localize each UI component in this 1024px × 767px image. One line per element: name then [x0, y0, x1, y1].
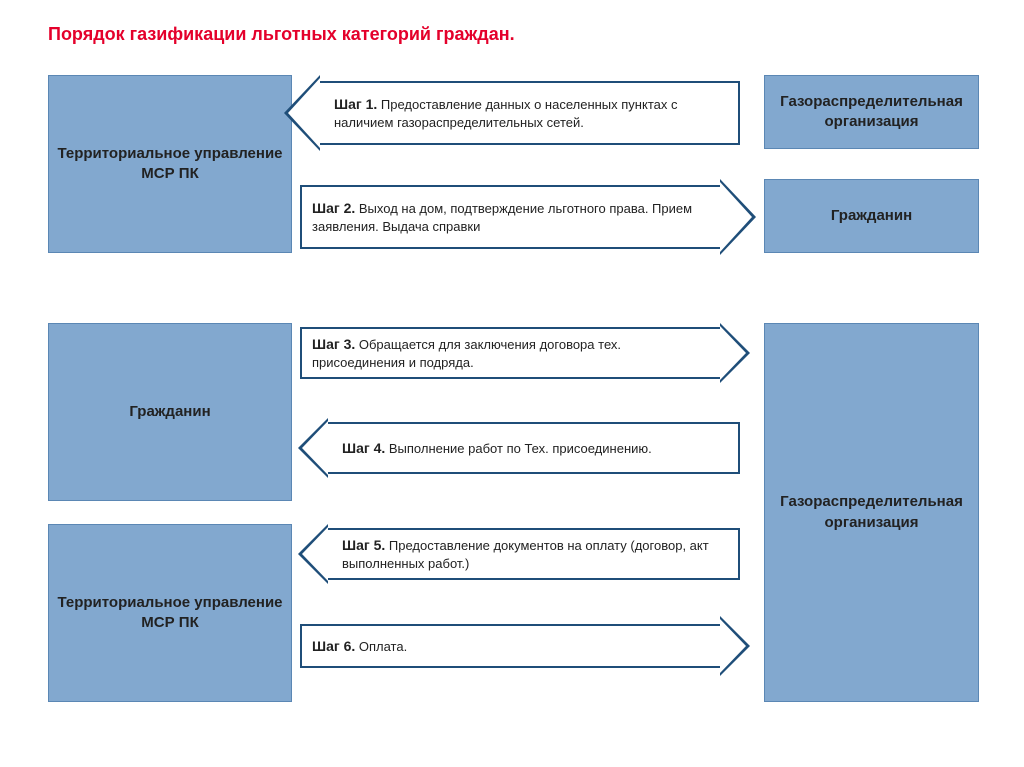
step-label: Шаг 5. — [342, 537, 385, 553]
step-text: Выполнение работ по Тех. присоединению. — [385, 441, 651, 456]
step-label: Шаг 4. — [342, 440, 385, 456]
arrow-body: Шаг 4. Выполнение работ по Тех. присоеди… — [328, 422, 740, 474]
box-gas-org-top: Газораспределительная организация — [764, 75, 979, 149]
box-citizen-top: Гражданин — [764, 179, 979, 253]
step-label: Шаг 3. — [312, 336, 355, 352]
step-label: Шаг 2. — [312, 200, 355, 216]
arrow-step4: Шаг 4. Выполнение работ по Тех. присоеди… — [328, 418, 740, 478]
page-title: Порядок газификации льготных категорий г… — [0, 0, 1024, 45]
step-text: Предоставление документов на оплату (дог… — [342, 538, 709, 571]
arrow-right-icon — [720, 179, 756, 255]
arrow-body: Шаг 1. Предоставление данных о населенны… — [320, 81, 740, 145]
arrow-step2: Шаг 2. Выход на дом, подтверждение льгот… — [300, 179, 720, 255]
box-territorial-bottom: Территориальное управление МСР ПК — [48, 524, 292, 702]
arrow-right-icon — [720, 323, 750, 383]
arrow-left-icon — [298, 418, 328, 478]
box-citizen-mid: Гражданин — [48, 323, 292, 501]
step-text: Обращается для заключения договора тех. … — [312, 337, 621, 370]
arrow-body: Шаг 3. Обращается для заключения договор… — [300, 327, 720, 379]
arrow-left-icon — [298, 524, 328, 584]
arrow-body: Шаг 6. Оплата. — [300, 624, 720, 668]
arrow-body: Шаг 5. Предоставление документов на опла… — [328, 528, 740, 580]
arrow-left-icon — [284, 75, 320, 151]
box-gas-org-big: Газораспределительная организация — [764, 323, 979, 702]
arrow-right-icon — [720, 616, 750, 676]
step-label: Шаг 1. — [334, 96, 377, 112]
step-text: Выход на дом, подтверждение льготного пр… — [312, 201, 692, 234]
arrow-step6: Шаг 6. Оплата. — [300, 616, 720, 676]
arrow-step1: Шаг 1. Предоставление данных о населенны… — [320, 75, 740, 151]
arrow-body: Шаг 2. Выход на дом, подтверждение льгот… — [300, 185, 720, 249]
box-territorial-top: Территориальное управление МСР ПК — [48, 75, 292, 253]
arrow-step3: Шаг 3. Обращается для заключения договор… — [300, 323, 720, 383]
arrow-step5: Шаг 5. Предоставление документов на опла… — [328, 524, 740, 584]
step-label: Шаг 6. — [312, 638, 355, 654]
step-text: Оплата. — [355, 639, 407, 654]
step-text: Предоставление данных о населенных пункт… — [334, 97, 677, 130]
